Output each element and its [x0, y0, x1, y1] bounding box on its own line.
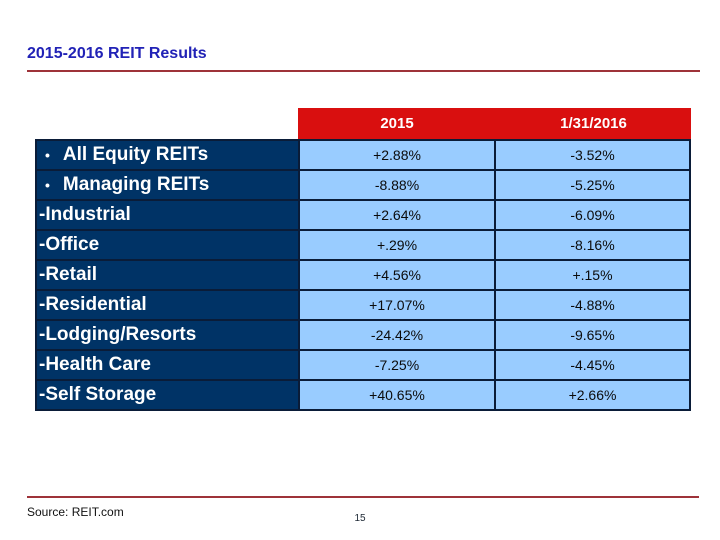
cell-2016-value: -4.45% [496, 351, 689, 379]
cell-2015-value: +.29% [300, 231, 494, 259]
cell-2015-value: -24.42% [300, 321, 494, 349]
table-header-row: 2015 1/31/2016 [298, 108, 691, 139]
row-label-health-care: -Health Care [37, 351, 298, 379]
cell-2016-value: -3.52% [496, 141, 689, 169]
row-label-self-storage: -Self Storage [37, 381, 298, 409]
cell-2016-value: -9.65% [496, 321, 689, 349]
source-citation: Source: REIT.com [27, 505, 124, 519]
page-title: 2015-2016 REIT Results [27, 45, 207, 62]
cell-2015-value: -8.88% [300, 171, 494, 199]
cell-2016-value: -4.88% [496, 291, 689, 319]
row-label-text: -Self Storage [39, 384, 157, 405]
bullet-icon: • [45, 147, 50, 163]
row-label-text: -Retail [39, 264, 98, 285]
row-label-managing-reits: • Managing REITs [37, 171, 298, 199]
page-number: 15 [354, 513, 366, 524]
row-label-residential: -Residential [37, 291, 298, 319]
cell-2015-value: +2.64% [300, 201, 494, 229]
row-label-text: -Industrial [39, 204, 131, 225]
title-underline [27, 70, 700, 72]
cell-2015-value: -7.25% [300, 351, 494, 379]
cell-2015-value: +4.56% [300, 261, 494, 289]
row-label-industrial: -Industrial [37, 201, 298, 229]
cell-2016-value: -5.25% [496, 171, 689, 199]
cell-2016-value: -6.09% [496, 201, 689, 229]
bullet-icon: • [45, 177, 50, 193]
cell-2016-value: +2.66% [496, 381, 689, 409]
cell-2016-value: +.15% [496, 261, 689, 289]
cell-2015-value: +40.65% [300, 381, 494, 409]
row-label-text: -Residential [39, 294, 147, 315]
cell-2016-value: -8.16% [496, 231, 689, 259]
row-label-text: All Equity REITs [62, 144, 209, 165]
column-header-2016: 1/31/2016 [560, 115, 627, 132]
cell-2015-value: +2.88% [300, 141, 494, 169]
cell-2015-value: +17.07% [300, 291, 494, 319]
row-label-text: -Lodging/Resorts [39, 324, 197, 345]
row-label-lodging-resorts: -Lodging/Resorts [37, 321, 298, 349]
row-label-text: -Office [39, 234, 100, 255]
row-label-office: -Office [37, 231, 298, 259]
row-label-text: Managing REITs [62, 174, 210, 195]
row-label-text: -Health Care [39, 354, 151, 375]
footer-divider [27, 496, 699, 498]
reit-results-table: • All Equity REITs +2.88% -3.52% • Managin… [35, 139, 691, 411]
row-label-retail: -Retail [37, 261, 298, 289]
row-label-all-equity-reits: • All Equity REITs [37, 141, 298, 169]
column-header-2015: 2015 [380, 115, 414, 132]
